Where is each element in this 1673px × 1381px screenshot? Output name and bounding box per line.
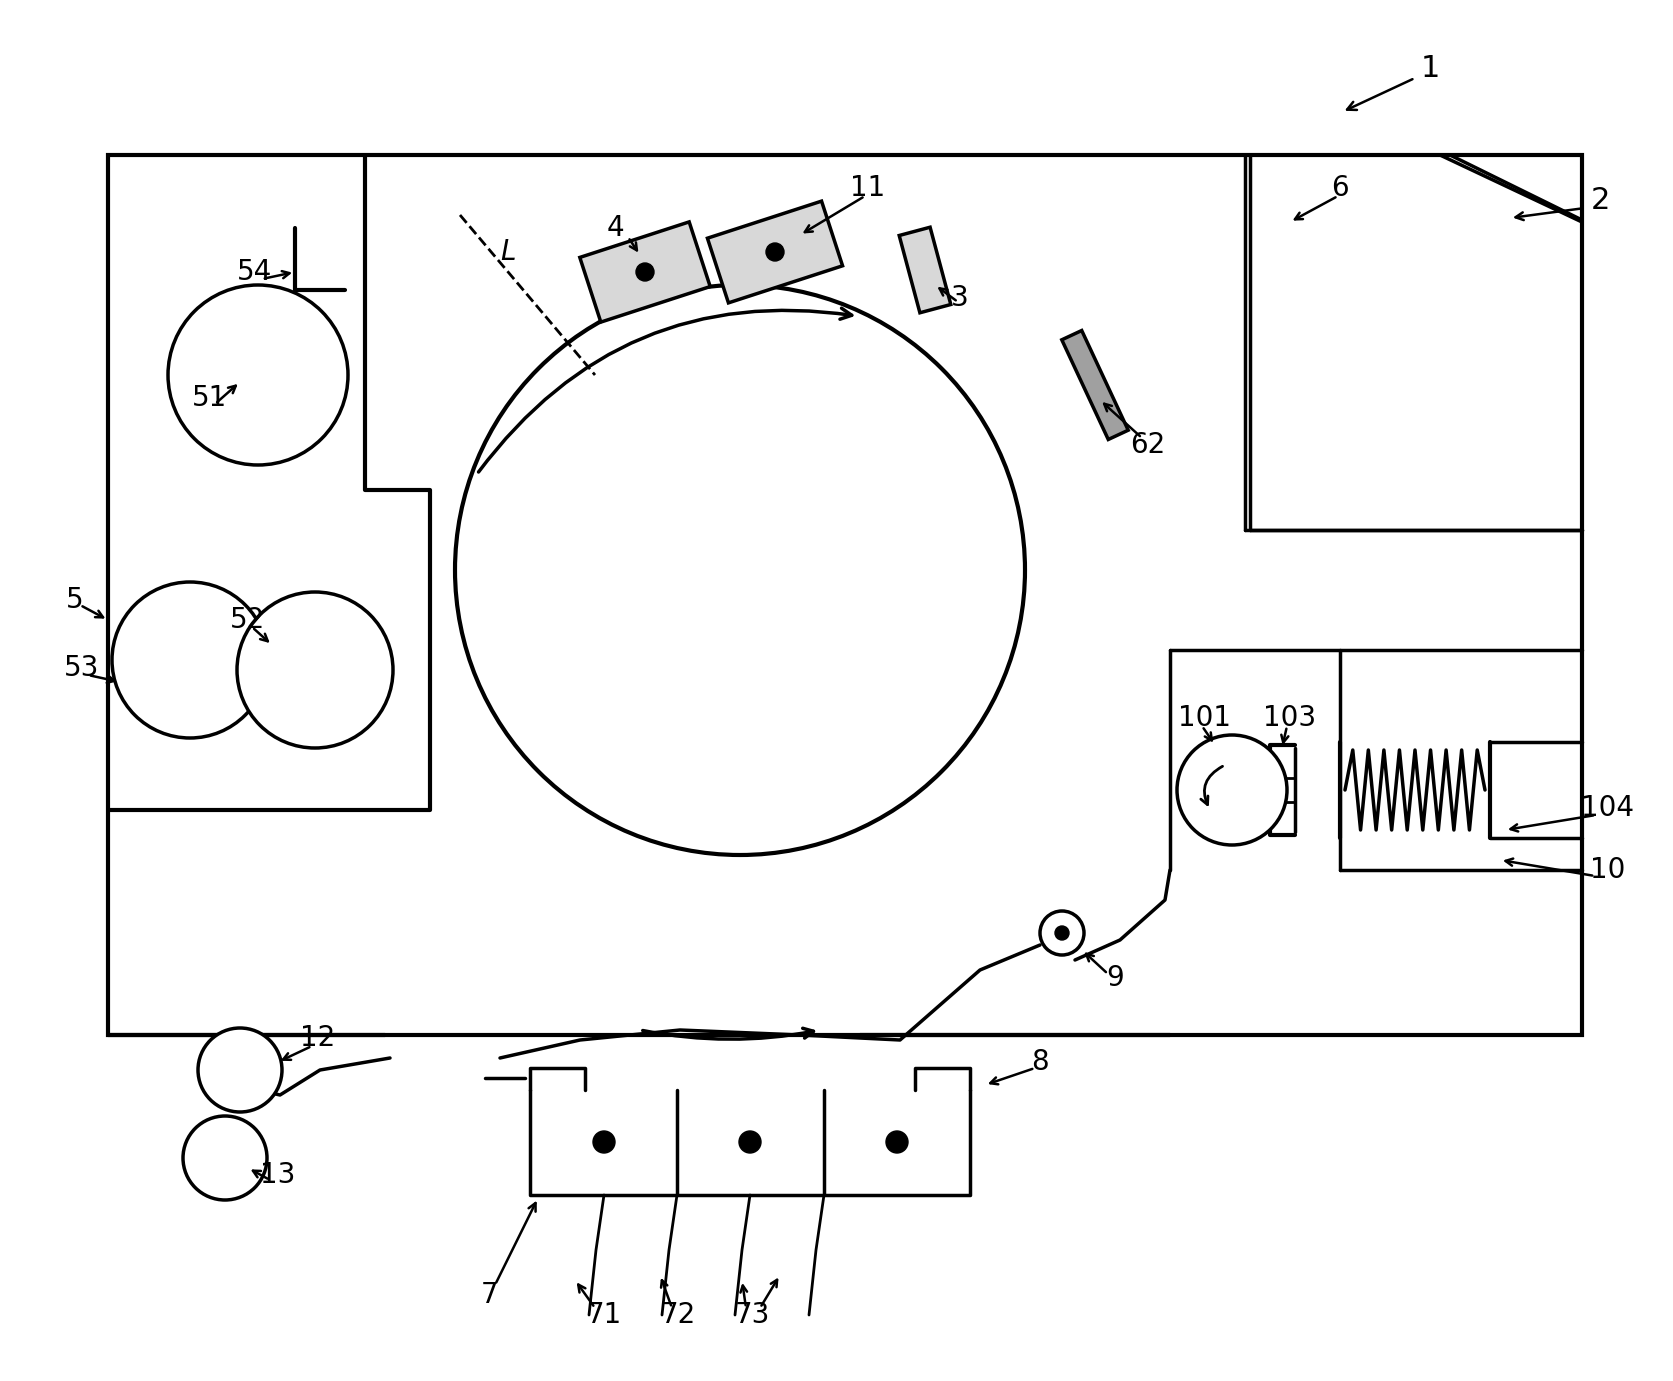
Text: 52: 52 — [231, 606, 266, 634]
Circle shape — [182, 1116, 268, 1200]
Bar — [109, 155, 1583, 1034]
Text: 2: 2 — [1591, 185, 1609, 214]
Text: 1: 1 — [1420, 54, 1440, 83]
Text: 72: 72 — [661, 1301, 696, 1329]
Circle shape — [1056, 927, 1069, 940]
Text: 73: 73 — [734, 1301, 770, 1329]
Text: 104: 104 — [1581, 794, 1635, 822]
Text: 54: 54 — [238, 258, 273, 286]
Text: 103: 103 — [1263, 704, 1317, 732]
Circle shape — [238, 592, 393, 749]
Text: 7: 7 — [482, 1282, 499, 1309]
Circle shape — [766, 243, 785, 261]
Text: 51: 51 — [192, 384, 228, 412]
Circle shape — [455, 284, 1026, 855]
Text: L: L — [500, 238, 515, 267]
Text: 5: 5 — [67, 586, 84, 615]
Text: 6: 6 — [1332, 174, 1348, 202]
Text: 4: 4 — [606, 214, 624, 242]
Polygon shape — [581, 222, 711, 322]
Circle shape — [887, 1131, 908, 1153]
Circle shape — [167, 284, 348, 465]
Circle shape — [112, 581, 268, 737]
Text: 101: 101 — [1178, 704, 1231, 732]
Circle shape — [592, 1131, 616, 1153]
Circle shape — [1041, 911, 1084, 956]
Text: 13: 13 — [261, 1161, 296, 1189]
Text: 8: 8 — [1031, 1048, 1049, 1076]
Text: 71: 71 — [586, 1301, 622, 1329]
Circle shape — [1178, 735, 1287, 845]
Text: 12: 12 — [301, 1023, 336, 1052]
Polygon shape — [1062, 330, 1128, 439]
Polygon shape — [898, 228, 950, 312]
Text: 53: 53 — [64, 655, 100, 682]
Text: 9: 9 — [1106, 964, 1124, 992]
Circle shape — [636, 262, 654, 280]
Circle shape — [739, 1131, 761, 1153]
Circle shape — [197, 1027, 283, 1112]
Text: 11: 11 — [850, 174, 885, 202]
Text: 3: 3 — [952, 284, 969, 312]
Text: 62: 62 — [1131, 431, 1166, 458]
Text: 10: 10 — [1591, 856, 1626, 884]
Polygon shape — [708, 202, 843, 302]
